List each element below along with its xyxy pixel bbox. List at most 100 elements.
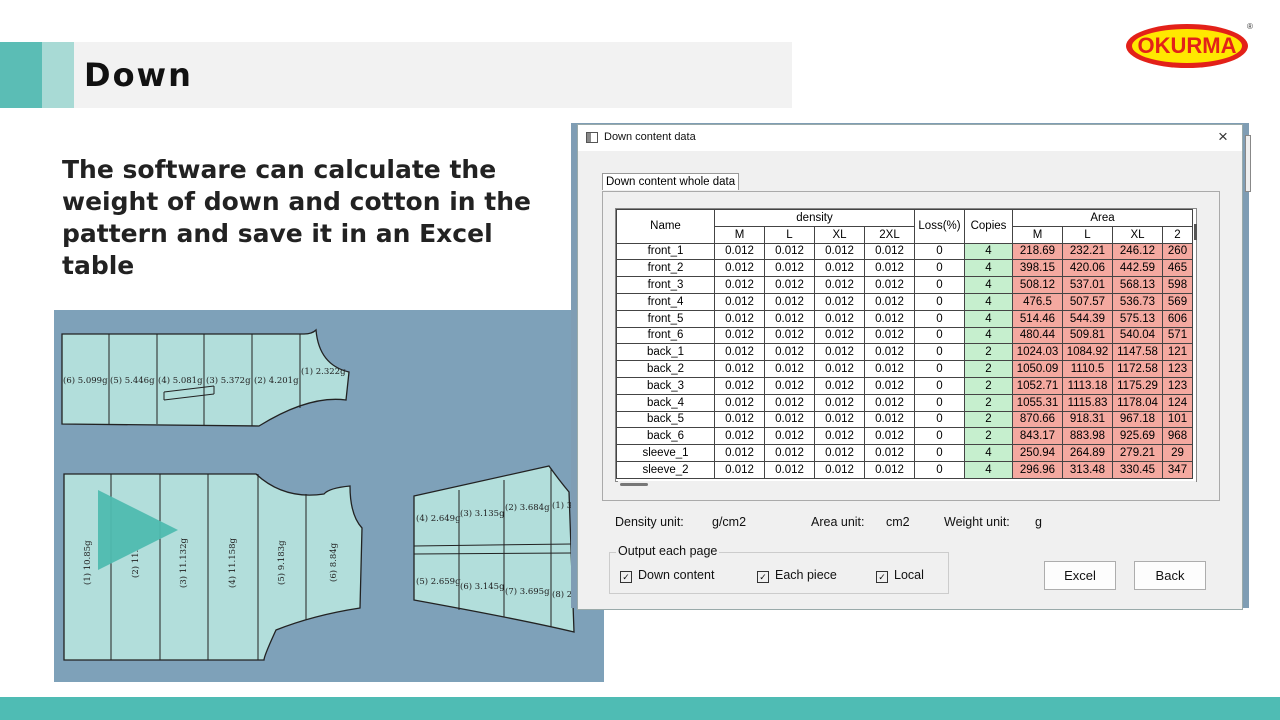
cell-loss[interactable]: 0	[914, 460, 965, 479]
cell-density[interactable]: 0.012	[714, 309, 765, 328]
cell-area[interactable]: 124	[1162, 393, 1193, 412]
cell-loss[interactable]: 0	[914, 393, 965, 412]
cell-area[interactable]: 883.98	[1062, 427, 1113, 446]
cell-copies[interactable]: 4	[964, 259, 1013, 278]
cell-area[interactable]: 569	[1162, 292, 1193, 311]
cell-area[interactable]: 442.59	[1112, 259, 1163, 278]
cell-copies[interactable]: 4	[964, 309, 1013, 328]
cell-density[interactable]: 0.012	[814, 242, 865, 261]
tab-down-content-whole-data[interactable]: Down content whole data	[602, 173, 740, 190]
cell-density[interactable]: 0.012	[764, 376, 815, 395]
cell-area[interactable]: 537.01	[1062, 276, 1113, 294]
cell-area[interactable]: 480.44	[1012, 326, 1063, 345]
table-row[interactable]: back_6 0.012 0.012 0.012 0.012 0 2 843.17 883.98…	[616, 427, 1193, 446]
table-row[interactable]: sleeve_1 0.012 0.012 0.012 0.012 0 4 250.94 264.…	[616, 444, 1193, 462]
cell-area[interactable]: 544.39	[1062, 309, 1113, 328]
cell-area[interactable]: 279.21	[1112, 444, 1163, 462]
horizontal-scrollbar[interactable]	[618, 481, 1196, 491]
header-area-l[interactable]: L	[1062, 225, 1113, 244]
cell-density[interactable]: 0.012	[714, 343, 765, 362]
cell-density[interactable]: 0.012	[764, 326, 815, 345]
cell-area[interactable]: 571	[1162, 326, 1193, 345]
cell-name[interactable]: front_1	[616, 242, 715, 261]
excel-button[interactable]: Excel	[1044, 561, 1116, 590]
cell-area[interactable]: 1024.03	[1012, 343, 1063, 362]
cell-loss[interactable]: 0	[914, 276, 965, 294]
cell-loss[interactable]: 0	[914, 309, 965, 328]
cell-density[interactable]: 0.012	[814, 376, 865, 395]
cell-density[interactable]: 0.012	[814, 309, 865, 328]
cell-area[interactable]: 420.06	[1062, 259, 1113, 278]
cell-area[interactable]: 232.21	[1062, 242, 1113, 261]
cell-density[interactable]: 0.012	[814, 326, 865, 345]
cell-density[interactable]: 0.012	[764, 242, 815, 261]
cell-area[interactable]: 313.48	[1062, 460, 1113, 479]
cell-area[interactable]: 967.18	[1112, 410, 1163, 429]
cell-density[interactable]: 0.012	[764, 259, 815, 278]
cell-loss[interactable]: 0	[914, 360, 965, 378]
cell-area[interactable]: 1110.5	[1062, 360, 1113, 378]
cell-area[interactable]: 509.81	[1062, 326, 1113, 345]
cell-density[interactable]: 0.012	[864, 326, 915, 345]
cell-density[interactable]: 0.012	[714, 360, 765, 378]
cell-density[interactable]: 0.012	[864, 410, 915, 429]
table-row[interactable]: back_1 0.012 0.012 0.012 0.012 0 2 1024.03 1084.…	[616, 343, 1193, 362]
cell-density[interactable]: 0.012	[714, 292, 765, 311]
cell-density[interactable]: 0.012	[764, 393, 815, 412]
cell-area[interactable]: 476.5	[1012, 292, 1063, 311]
cell-density[interactable]: 0.012	[814, 410, 865, 429]
cell-density[interactable]: 0.012	[814, 444, 865, 462]
cell-area[interactable]: 1050.09	[1012, 360, 1063, 378]
cell-name[interactable]: front_6	[616, 326, 715, 345]
cell-area[interactable]: 514.46	[1012, 309, 1063, 328]
cell-density[interactable]: 0.012	[714, 376, 765, 395]
cell-name[interactable]: front_5	[616, 309, 715, 328]
cell-density[interactable]: 0.012	[764, 444, 815, 462]
table-row[interactable]: front_1 0.012 0.012 0.012 0.012 0 4 218.69 232.2…	[616, 242, 1193, 261]
cell-area[interactable]: 1084.92	[1062, 343, 1113, 362]
cell-density[interactable]: 0.012	[864, 292, 915, 311]
cell-name[interactable]: sleeve_1	[616, 444, 715, 462]
cell-density[interactable]: 0.012	[864, 309, 915, 328]
cell-area[interactable]: 218.69	[1012, 242, 1063, 261]
header-loss[interactable]: Loss(%)	[914, 209, 965, 244]
cell-density[interactable]: 0.012	[764, 460, 815, 479]
cell-density[interactable]: 0.012	[864, 393, 915, 412]
cell-name[interactable]: sleeve_2	[616, 460, 715, 479]
cell-copies[interactable]: 4	[964, 242, 1013, 261]
table-row[interactable]: sleeve_2 0.012 0.012 0.012 0.012 0 4 296.96 313.…	[616, 460, 1193, 479]
cell-copies[interactable]: 4	[964, 460, 1013, 479]
down-content-table[interactable]: Name density Loss(%) Copies Area M L XL …	[615, 208, 1197, 482]
header-area[interactable]: Area	[1012, 209, 1193, 227]
cell-area[interactable]: 250.94	[1012, 444, 1063, 462]
cell-density[interactable]: 0.012	[864, 343, 915, 362]
cell-density[interactable]: 0.012	[764, 427, 815, 446]
vertical-scrollbar-thumb[interactable]	[1194, 224, 1197, 240]
cell-area[interactable]: 1175.29	[1112, 376, 1163, 395]
cell-copies[interactable]: 2	[964, 360, 1013, 378]
cell-area[interactable]: 347	[1162, 460, 1193, 479]
cell-loss[interactable]: 0	[914, 259, 965, 278]
cell-area[interactable]: 1147.58	[1112, 343, 1163, 362]
cell-density[interactable]: 0.012	[764, 410, 815, 429]
cell-density[interactable]: 0.012	[864, 276, 915, 294]
cell-loss[interactable]: 0	[914, 427, 965, 446]
cell-area[interactable]: 507.57	[1062, 292, 1113, 311]
header-density[interactable]: density	[714, 209, 915, 227]
header-area-m[interactable]: M	[1012, 225, 1063, 244]
header-density-m[interactable]: M	[714, 225, 765, 244]
cell-copies[interactable]: 4	[964, 276, 1013, 294]
cell-density[interactable]: 0.012	[714, 326, 765, 345]
table-row[interactable]: back_2 0.012 0.012 0.012 0.012 0 2 1050.09 1110.…	[616, 360, 1193, 378]
cell-area[interactable]: 1172.58	[1112, 360, 1163, 378]
cell-copies[interactable]: 2	[964, 393, 1013, 412]
cell-loss[interactable]: 0	[914, 444, 965, 462]
cell-density[interactable]: 0.012	[714, 444, 765, 462]
cell-density[interactable]: 0.012	[714, 276, 765, 294]
cell-copies[interactable]: 4	[964, 292, 1013, 311]
cell-area[interactable]: 123	[1162, 376, 1193, 395]
cell-area[interactable]: 1055.31	[1012, 393, 1063, 412]
cell-area[interactable]: 330.45	[1112, 460, 1163, 479]
cell-loss[interactable]: 0	[914, 292, 965, 311]
cell-name[interactable]: back_5	[616, 410, 715, 429]
